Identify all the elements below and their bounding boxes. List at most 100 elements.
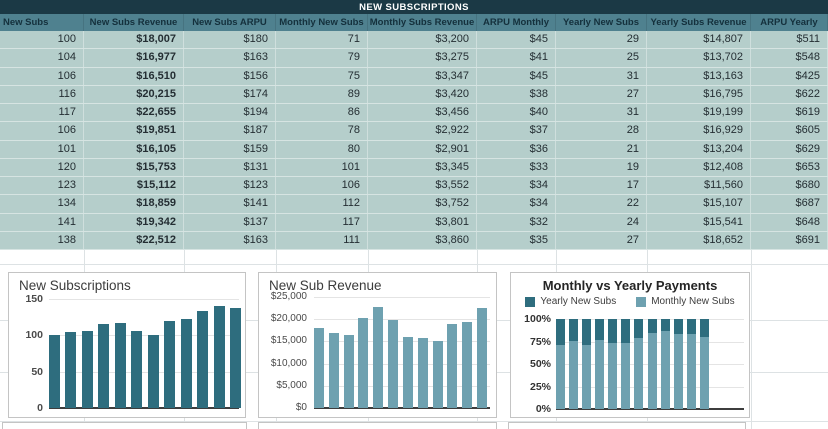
table-cell[interactable]: $22,512 [84,231,184,249]
table-cell[interactable]: $18,859 [84,195,184,213]
table-cell[interactable]: $16,795 [647,85,751,103]
chart-card-partial[interactable] [508,422,746,429]
table-cell[interactable]: $19,342 [84,213,184,231]
table-cell[interactable]: $163 [184,49,276,67]
table-cell[interactable]: 106 [0,67,84,85]
table-cell[interactable]: 27 [556,231,647,249]
table-cell[interactable]: $3,200 [368,31,477,49]
table-cell[interactable]: $629 [751,140,828,158]
table-cell[interactable]: 78 [276,122,368,140]
table-cell[interactable]: $19,851 [84,122,184,140]
header-cell[interactable]: ARPU Monthly [477,14,556,31]
table-cell[interactable]: 106 [0,122,84,140]
table-cell[interactable]: $15,112 [84,177,184,195]
table-cell[interactable]: $13,702 [647,49,751,67]
table-cell[interactable]: $45 [477,31,556,49]
table-cell[interactable]: $34 [477,195,556,213]
table-cell[interactable]: $3,420 [368,85,477,103]
table-cell[interactable]: $194 [184,104,276,122]
table-cell[interactable]: 141 [0,213,84,231]
header-cell[interactable]: ARPU Yearly [751,14,828,31]
table-cell[interactable]: 31 [556,67,647,85]
table-cell[interactable]: 101 [0,140,84,158]
table-cell[interactable]: 75 [276,67,368,85]
chart-card-partial[interactable] [2,422,247,429]
table-cell[interactable]: $619 [751,104,828,122]
table-cell[interactable]: 25 [556,49,647,67]
table-cell[interactable]: $653 [751,158,828,176]
table-cell[interactable]: $41 [477,49,556,67]
table-cell[interactable]: $2,922 [368,122,477,140]
table-cell[interactable]: $425 [751,67,828,85]
table-cell[interactable]: 117 [276,213,368,231]
table-cell[interactable]: 79 [276,49,368,67]
table-cell[interactable]: $3,347 [368,67,477,85]
table-cell[interactable]: $15,107 [647,195,751,213]
table-cell[interactable]: $187 [184,122,276,140]
chart-new-sub-revenue[interactable]: New Sub Revenue $25,000 $20,000 $15,000 $10,… [258,272,497,418]
chart-new-subscriptions[interactable]: New Subscriptions 150 100 50 0 [8,272,246,418]
table-cell[interactable]: $13,204 [647,140,751,158]
table-cell[interactable]: 106 [276,177,368,195]
table-cell[interactable]: $12,408 [647,158,751,176]
header-cell[interactable]: Monthly New Subs [276,14,368,31]
chart-card-partial[interactable] [258,422,497,429]
table-cell[interactable]: $691 [751,231,828,249]
table-cell[interactable]: 101 [276,158,368,176]
header-cell[interactable]: New Subs Revenue [84,14,184,31]
table-cell[interactable]: $680 [751,177,828,195]
table-cell[interactable]: 112 [276,195,368,213]
table-cell[interactable]: $19,199 [647,104,751,122]
table-cell[interactable]: 80 [276,140,368,158]
table-cell[interactable]: $22,655 [84,104,184,122]
table-cell[interactable]: 116 [0,85,84,103]
table-cell[interactable]: $18,652 [647,231,751,249]
table-cell[interactable]: $3,456 [368,104,477,122]
table-cell[interactable]: 100 [0,31,84,49]
table-cell[interactable]: $36 [477,140,556,158]
table-cell[interactable]: 22 [556,195,647,213]
table-cell[interactable]: $3,552 [368,177,477,195]
table-cell[interactable]: $16,977 [84,49,184,67]
table-cell[interactable]: 21 [556,140,647,158]
table-cell[interactable]: 89 [276,85,368,103]
table-cell[interactable]: $123 [184,177,276,195]
table-cell[interactable]: 134 [0,195,84,213]
table-cell[interactable]: $38 [477,85,556,103]
table-cell[interactable]: 71 [276,31,368,49]
header-cell[interactable]: Monthly Subs Revenue [368,14,477,31]
table-cell[interactable]: $3,752 [368,195,477,213]
table-cell[interactable]: 29 [556,31,647,49]
table-cell[interactable]: 111 [276,231,368,249]
table-cell[interactable]: $3,860 [368,231,477,249]
table-cell[interactable]: $648 [751,213,828,231]
table-cell[interactable]: $163 [184,231,276,249]
table-cell[interactable]: 123 [0,177,84,195]
table-cell[interactable]: $37 [477,122,556,140]
table-cell[interactable]: $15,753 [84,158,184,176]
table-cell[interactable]: $20,215 [84,85,184,103]
table-cell[interactable]: 27 [556,85,647,103]
table-cell[interactable]: $45 [477,67,556,85]
table-cell[interactable]: $141 [184,195,276,213]
table-cell[interactable]: 104 [0,49,84,67]
table-cell[interactable]: $3,345 [368,158,477,176]
table-cell[interactable]: $511 [751,31,828,49]
header-cell[interactable]: Yearly New Subs [556,14,647,31]
table-cell[interactable]: $16,929 [647,122,751,140]
table-cell[interactable]: 19 [556,158,647,176]
table-cell[interactable]: 138 [0,231,84,249]
table-cell[interactable]: $18,007 [84,31,184,49]
table-cell[interactable]: $34 [477,177,556,195]
table-cell[interactable]: $16,105 [84,140,184,158]
table-cell[interactable]: $156 [184,67,276,85]
table-cell[interactable]: $13,163 [647,67,751,85]
table-cell[interactable]: 24 [556,213,647,231]
table-cell[interactable]: $131 [184,158,276,176]
table-cell[interactable]: $11,560 [647,177,751,195]
table-cell[interactable]: 28 [556,122,647,140]
table-cell[interactable]: $605 [751,122,828,140]
table-cell[interactable]: $548 [751,49,828,67]
table-cell[interactable]: $14,807 [647,31,751,49]
table-cell[interactable]: $40 [477,104,556,122]
